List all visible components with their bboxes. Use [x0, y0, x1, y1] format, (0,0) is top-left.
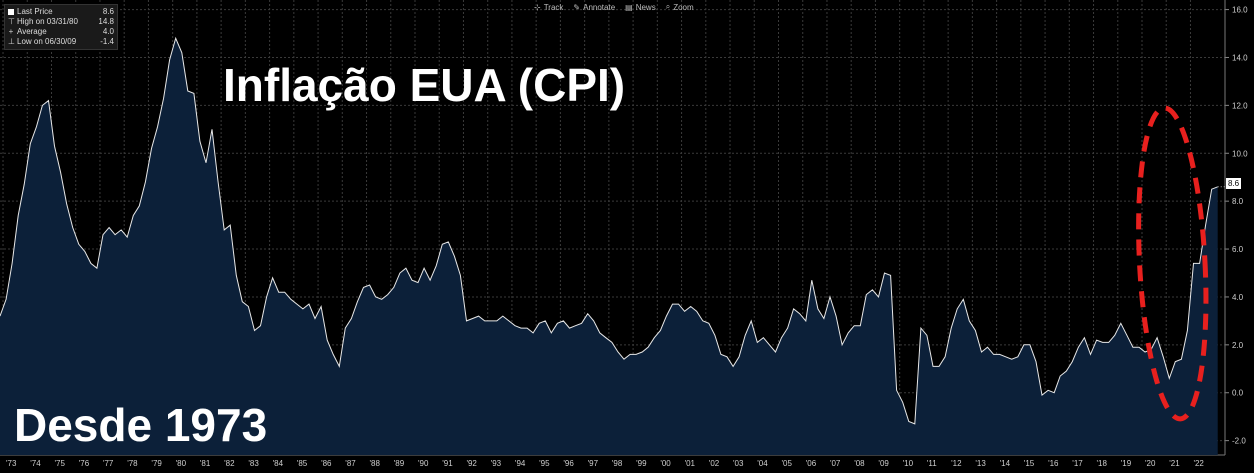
x-tick-label: '01 — [685, 459, 696, 468]
x-tick-label: '12 — [951, 459, 962, 468]
news-button[interactable]: ▤ News — [625, 2, 656, 12]
x-tick-label: '99 — [636, 459, 647, 468]
x-tick-label: '02 — [709, 459, 720, 468]
y-tick-label: 0.0 — [1232, 389, 1244, 398]
average-marker-icon: + — [8, 27, 14, 36]
x-tick-label: '90 — [418, 459, 429, 468]
x-tick-label: '19 — [1121, 459, 1132, 468]
x-tick-label: '08 — [854, 459, 865, 468]
x-tick-label: '97 — [588, 459, 599, 468]
y-tick-label: 10.0 — [1232, 149, 1248, 158]
track-icon: ⊹ — [534, 2, 541, 12]
x-tick-label: '76 — [79, 459, 90, 468]
news-icon: ▤ — [625, 2, 633, 12]
legend-row-high: ⊤ High on 03/31/80 14.8 — [8, 17, 114, 27]
y-tick-label: 8.0 — [1232, 197, 1244, 206]
x-tick-label: '18 — [1097, 459, 1108, 468]
x-tick-label: '14 — [1000, 459, 1011, 468]
legend-value: -1.4 — [100, 37, 114, 46]
legend-row-last-price: Last Price 8.6 — [8, 7, 114, 17]
legend-label: Last Price — [17, 7, 53, 16]
x-tick-label: '03 — [733, 459, 744, 468]
x-tick-label: '21 — [1169, 459, 1180, 468]
x-tick-label: '80 — [176, 459, 187, 468]
news-label: News — [635, 2, 656, 12]
legend-value: 4.0 — [102, 27, 114, 36]
y-tick-label: 2.0 — [1232, 341, 1244, 350]
legend-row-average: + Average 4.0 — [8, 27, 114, 37]
x-tick-label: '17 — [1072, 459, 1083, 468]
square-icon — [8, 9, 14, 15]
cpi-series-line — [0, 36, 1218, 425]
x-tick-label: '93 — [491, 459, 502, 468]
x-tick-label: '96 — [563, 459, 574, 468]
x-tick-label: '92 — [466, 459, 477, 468]
x-tick-label: '10 — [903, 459, 914, 468]
legend-label: High on 03/31/80 — [17, 17, 78, 26]
x-tick-label: '22 — [1193, 459, 1204, 468]
x-tick-label: '83 — [248, 459, 259, 468]
x-tick-label: '11 — [927, 459, 937, 468]
y-tick-label: 4.0 — [1232, 293, 1244, 302]
x-tick-label: '06 — [806, 459, 817, 468]
track-label: Track — [543, 2, 564, 12]
y-tick-label: 14.0 — [1232, 53, 1248, 62]
legend-value: 14.8 — [98, 17, 114, 26]
x-tick-label: '98 — [612, 459, 623, 468]
legend-value: 8.6 — [102, 7, 114, 16]
legend-label: Average — [17, 27, 47, 36]
x-tick-label: '89 — [394, 459, 405, 468]
x-tick-label: '05 — [781, 459, 792, 468]
last-price-badge: 8.6 — [1226, 178, 1241, 189]
highlight-ellipse — [1136, 105, 1209, 422]
track-button[interactable]: ⊹ Track — [534, 2, 563, 12]
chart-title: Inflação EUA (CPI) — [223, 59, 626, 111]
zoom-icon: ⌕ — [665, 2, 671, 11]
x-tick-label: '87 — [345, 459, 356, 468]
zoom-button[interactable]: ⌕ Zoom — [666, 2, 694, 12]
x-tick-label: '04 — [757, 459, 768, 468]
x-tick-label: '09 — [878, 459, 889, 468]
annotate-icon: ✎ — [573, 2, 581, 12]
x-tick-label: '77 — [103, 459, 114, 468]
low-marker-icon: ⊥ — [8, 37, 15, 46]
chart-toolbar: ⊹ Track ✎ Annotate ▤ News ⌕ Zoom — [534, 2, 694, 12]
chart-subtitle: Desde 1973 — [14, 399, 268, 451]
zoom-label: Zoom — [673, 2, 694, 12]
x-tick-label: '15 — [1024, 459, 1035, 468]
x-tick-label: '86 — [321, 459, 332, 468]
x-tick-label: '74 — [30, 459, 41, 468]
y-tick-label: 12.0 — [1232, 101, 1248, 110]
x-tick-label: '85 — [297, 459, 308, 468]
annotate-label: Annotate — [583, 2, 616, 12]
x-tick-label: '20 — [1145, 459, 1156, 468]
x-tick-label: '91 — [442, 459, 453, 468]
legend-row-low: ⊥ Low on 06/30/09 -1.4 — [8, 37, 114, 47]
x-tick-label: '00 — [660, 459, 671, 468]
x-tick-label: '79 — [151, 459, 162, 468]
y-tick-label: 6.0 — [1232, 245, 1244, 254]
x-tick-label: '81 — [200, 459, 211, 468]
high-marker-icon: ⊤ — [8, 17, 15, 26]
annotate-button[interactable]: ✎ Annotate — [573, 2, 615, 12]
cpi-area-fill — [0, 38, 1218, 456]
legend-label: Low on 06/30/09 — [17, 37, 77, 46]
legend-panel: Last Price 8.6 ⊤ High on 03/31/80 14.8 + A… — [4, 4, 118, 50]
x-tick-label: '78 — [127, 459, 138, 468]
x-tick-label: '07 — [830, 459, 841, 468]
y-tick-label: 16.0 — [1232, 6, 1248, 15]
x-tick-label: '75 — [54, 459, 65, 468]
x-tick-label: '95 — [539, 459, 550, 468]
y-tick-label: -2.0 — [1232, 437, 1246, 446]
x-tick-label: '84 — [273, 459, 284, 468]
x-tick-label: '82 — [224, 459, 235, 468]
x-tick-label: '94 — [515, 459, 526, 468]
x-tick-label: '13 — [975, 459, 986, 468]
x-tick-label: '16 — [1048, 459, 1059, 468]
x-tick-label: '73 — [6, 459, 17, 468]
x-tick-label: '88 — [370, 459, 381, 468]
